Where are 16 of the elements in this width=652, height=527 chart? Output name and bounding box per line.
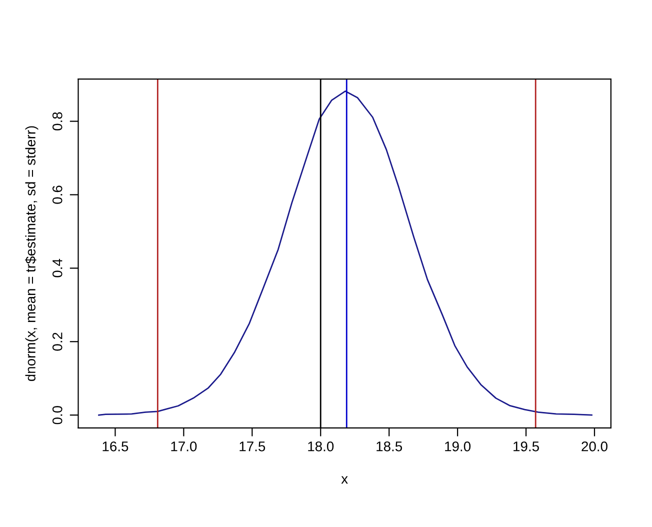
y-tick-label: 0.6 (52, 186, 62, 204)
x-tick-label: 17.0 (171, 441, 197, 452)
line-series (98, 90, 592, 416)
y-tick-label: 0.0 (52, 406, 62, 424)
x-axis-title: x (341, 476, 348, 484)
x-tick-label: 16.5 (102, 441, 128, 452)
y-tick-label: 0.8 (52, 112, 62, 130)
x-tick-label: 18.5 (376, 441, 402, 452)
x-tick-label: 18.0 (308, 441, 334, 452)
x-tick-label: 19.0 (445, 441, 471, 452)
y-tick-label: 0.2 (52, 332, 62, 351)
x-tick-label: 19.5 (514, 441, 539, 452)
y-axis-title: dnorm(x, mean = tr$estimate, sd = stderr) (25, 126, 38, 382)
y-tick-label: 0.4 (52, 258, 62, 278)
x-tick-label: 17.5 (240, 442, 266, 452)
x-tick-label: 20.0 (582, 441, 608, 452)
